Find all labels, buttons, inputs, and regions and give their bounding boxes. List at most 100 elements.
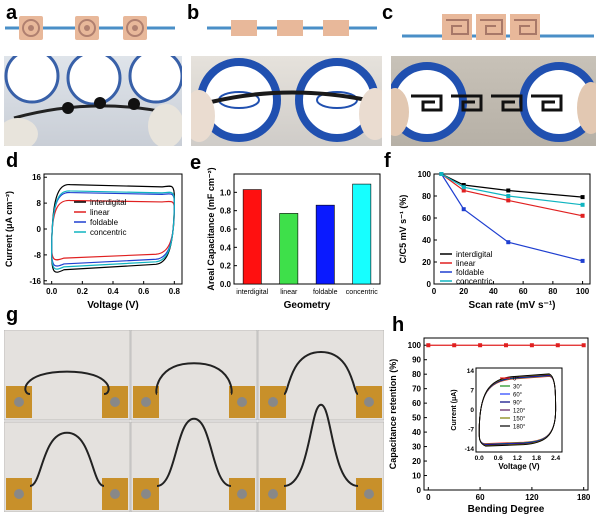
y-tick-label: 0	[417, 486, 422, 495]
y-tick-label: 1.0	[220, 188, 232, 197]
bending-photo-3	[257, 330, 384, 421]
y-tick-label: 20	[412, 457, 421, 466]
electrode-b1	[231, 20, 257, 36]
screw-right	[110, 397, 120, 407]
data-point-interdigital	[461, 183, 466, 187]
x-category-label: concentric	[346, 289, 378, 296]
y-tick-label: -8	[34, 251, 42, 260]
retention-point	[478, 343, 483, 348]
panel-label-c: c	[382, 2, 394, 24]
panel-label-e: e	[190, 152, 202, 174]
x-tick-label: 0.2	[77, 287, 89, 296]
retention-point	[504, 343, 508, 348]
x-axis-label: Geometry	[284, 300, 331, 310]
inset-legend-label: 60°	[513, 393, 523, 399]
bending-photo-1	[4, 330, 131, 421]
x-tick-label: 40	[489, 287, 498, 296]
y-tick-label: 40	[412, 428, 421, 437]
bar-linear	[279, 213, 299, 285]
screw-left	[14, 397, 24, 407]
x-axis-label: Voltage (V)	[87, 300, 138, 310]
y-tick-label: 16	[32, 173, 41, 182]
screw-left	[141, 489, 151, 499]
legend-label-linear: linear	[456, 259, 476, 268]
y-tick-label: 100	[408, 341, 422, 350]
data-point-concentric	[439, 172, 444, 176]
legend-label-concentric: concentric	[90, 228, 126, 237]
data-point-interdigital	[580, 195, 585, 200]
inset-legend-label: 0°	[513, 377, 519, 383]
photo-c	[391, 56, 596, 146]
inset-legend-label: 120°	[513, 409, 526, 415]
screw-left	[14, 489, 24, 499]
x-tick-label: 0	[432, 287, 437, 296]
bent-device	[283, 350, 359, 395]
inset-legend-label: 30°	[513, 385, 523, 391]
plot-frame	[433, 173, 591, 285]
plot-frame	[475, 367, 563, 453]
screw-left	[268, 489, 278, 499]
y-tick-label: 80	[412, 370, 421, 379]
x-axis-label: Scan rate (mV s⁻¹)	[469, 300, 556, 310]
y-tick-label: 60	[412, 399, 421, 408]
x-category-label: interdigital	[236, 289, 268, 296]
panel-label-g: g	[6, 304, 19, 326]
screw-right	[364, 397, 374, 407]
data-point-linear	[506, 198, 511, 203]
series-line-interdigital	[441, 173, 583, 198]
inset-y-tick-label: -14	[465, 446, 475, 453]
y-axis-label: Current (μA cm⁻²)	[4, 191, 14, 267]
inset-y-axis-label: Current (μA)	[451, 389, 458, 430]
y-tick-label: 8	[37, 199, 42, 208]
inset-y-tick-label: -7	[468, 427, 474, 434]
y-tick-label: 60	[422, 214, 431, 223]
x-tick-label: 180	[577, 493, 591, 502]
y-axis-label: Areal Capacitance (mF cm⁻²)	[206, 167, 216, 290]
bar-concentric	[352, 183, 372, 285]
retention-point	[555, 343, 560, 348]
inset-x-tick-label: 2.4	[551, 455, 560, 462]
y-tick-label: -16	[29, 277, 41, 286]
y-tick-label: 50	[412, 414, 421, 423]
screw-right	[364, 489, 374, 499]
inset-x-axis-label: Voltage (V)	[498, 462, 540, 471]
bending-photo-4	[4, 421, 131, 512]
y-tick-label: 70	[412, 385, 421, 394]
electrode-a3	[123, 16, 147, 40]
inset-x-tick-label: 0.0	[475, 455, 484, 462]
retention-point	[426, 343, 431, 348]
chart-e-areal-capacitance: 0.0 0.2 0.4 0.6 0.8 1.0 interdigital linear fold…	[206, 167, 381, 310]
series-line-foldable	[440, 173, 583, 262]
inset-y-tick-label: 0	[470, 407, 474, 414]
electrode-a2	[75, 16, 99, 40]
y-tick-label: 0	[37, 225, 42, 234]
electrode-a1	[19, 16, 43, 40]
inset-legend-label: 150°	[513, 417, 526, 423]
screw-left	[268, 397, 278, 407]
bending-photo-2	[130, 330, 258, 421]
x-tick-label: 60	[519, 287, 528, 296]
data-point-interdigital	[506, 188, 511, 193]
legend-label-interdigital: interdigital	[90, 198, 127, 207]
data-point-foldable	[506, 240, 511, 245]
data-point-foldable	[580, 258, 585, 263]
bending-photo-6	[257, 403, 384, 512]
bending-photo-5	[130, 417, 258, 512]
y-axis-label: Capacitance retention (%)	[388, 359, 398, 470]
series-line-linear	[441, 173, 583, 217]
y-tick-label: 80	[422, 192, 431, 201]
panel-label-a: a	[6, 2, 18, 24]
electrode-b2	[277, 20, 303, 36]
x-tick-label: 100	[576, 287, 590, 296]
bar-foldable	[315, 204, 335, 285]
panel-label-d: d	[6, 150, 19, 172]
chart-d-cv-curves: 0.0 0.2 0.4 0.6 0.8 16 8 0 -8 -16 Voltage (V) Curre…	[4, 173, 183, 310]
inset-x-tick-label: 1.8	[532, 455, 541, 462]
bent-device	[155, 362, 233, 395]
x-category-label: linear	[280, 289, 298, 296]
cv-curve-concentric	[51, 190, 175, 270]
bent-device	[283, 403, 359, 487]
electrode-b3	[323, 20, 349, 36]
photo-b	[191, 56, 382, 146]
